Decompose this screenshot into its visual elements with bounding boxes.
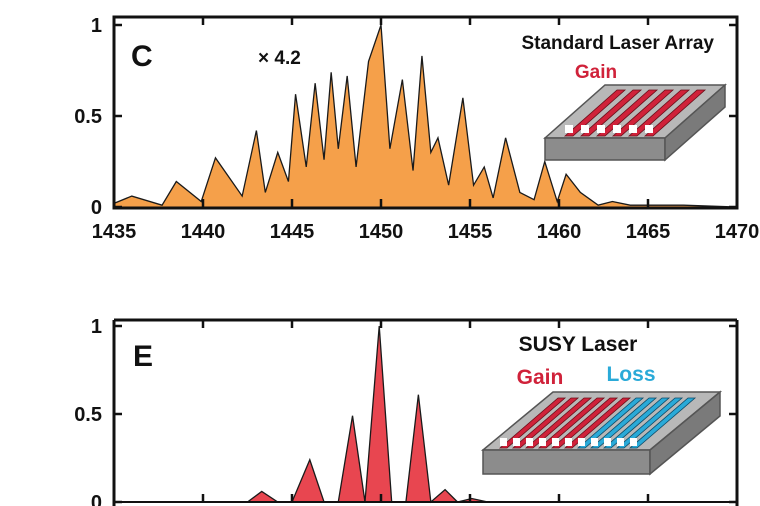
susy-laser-illustration: [480, 390, 723, 476]
facet-window: [604, 438, 611, 446]
y-tick-label: 1: [91, 316, 102, 338]
x-tick-label: 1445: [270, 221, 315, 243]
facet-window: [526, 438, 533, 446]
facet-window: [617, 438, 624, 446]
panel-e-x-ticks: [112, 320, 739, 502]
panel-c-legend-gain: Gain: [575, 62, 617, 83]
y-tick-label: 0: [91, 197, 102, 219]
facet-window: [597, 125, 605, 133]
panel-c-spectrum-area: [114, 25, 737, 207]
gain-stripe: [498, 397, 567, 449]
facet-window: [645, 125, 653, 133]
panel-e-spectrum-area: [114, 326, 737, 502]
facet-window: [513, 438, 520, 446]
facet-window: [581, 125, 589, 133]
facet-window: [565, 438, 572, 446]
panel-c-letter: C: [131, 40, 153, 73]
y-tick-label: 0: [91, 492, 102, 506]
gain-and-loss-waveguide-stripes: [498, 397, 697, 449]
panel-e-y-ticks: 00.51: [74, 316, 737, 506]
y-tick-label: 1: [91, 15, 102, 37]
panel-e: 00.51 E SUSY Laser Gain Loss: [74, 316, 739, 506]
x-tick-label: 1455: [448, 221, 493, 243]
facet-window: [613, 125, 621, 133]
loss-stripe: [602, 397, 671, 449]
standard-laser-array-illustration: [543, 83, 727, 162]
x-tick-label: 1450: [359, 221, 404, 243]
panel-c-frame: [112, 15, 739, 210]
panel-c-title: Standard Laser Array: [521, 33, 714, 54]
panel-c: 1435 1440 1445 1450 1455 1460 1465 1470 00.51 C…: [74, 15, 759, 243]
panel-e-legend-gain: Gain: [517, 366, 564, 389]
loss-stripe: [576, 397, 645, 449]
gain-stripe: [524, 397, 593, 449]
facet-window: [591, 438, 598, 446]
x-tick-label: 1465: [626, 221, 671, 243]
facet-window: [565, 125, 573, 133]
gain-stripe: [537, 397, 606, 449]
gain-waveguide-stripes: [563, 89, 707, 137]
y-tick-label: 0.5: [74, 404, 102, 426]
panel-e-letter: E: [133, 340, 153, 373]
gain-stripe: [550, 397, 619, 449]
panel-c-y-ticks: 00.51: [74, 15, 737, 219]
x-tick-label: 1460: [537, 221, 582, 243]
y-tick-label: 0.5: [74, 106, 102, 128]
gain-stripe: [511, 397, 580, 449]
facet-window: [500, 438, 507, 446]
panel-c-annotation: × 4.2: [258, 48, 301, 69]
gain-stripe: [627, 89, 691, 137]
x-tick-label: 1435: [92, 221, 137, 243]
x-tick-label: 1470: [715, 221, 760, 243]
facet-window: [630, 438, 637, 446]
panel-c-x-ticks: 1435 1440 1445 1450 1455 1460 1465 1470: [92, 17, 760, 243]
gain-stripe: [579, 89, 643, 137]
panel-c-spectrum-line: [113, 24, 738, 208]
gain-stripe: [595, 89, 659, 137]
facet-window: [629, 125, 637, 133]
loss-stripe: [628, 397, 697, 449]
panel-e-title: SUSY Laser: [519, 333, 638, 356]
gain-stripe: [563, 397, 632, 449]
gain-stripe: [563, 89, 627, 137]
gain-stripe: [611, 89, 675, 137]
loss-stripe: [589, 397, 658, 449]
panel-e-legend-loss: Loss: [606, 363, 655, 386]
gain-stripe: [643, 89, 707, 137]
x-tick-label: 1440: [181, 221, 226, 243]
facet-window: [552, 438, 559, 446]
facet-window: [539, 438, 546, 446]
facet-window: [578, 438, 585, 446]
loss-stripe: [615, 397, 684, 449]
